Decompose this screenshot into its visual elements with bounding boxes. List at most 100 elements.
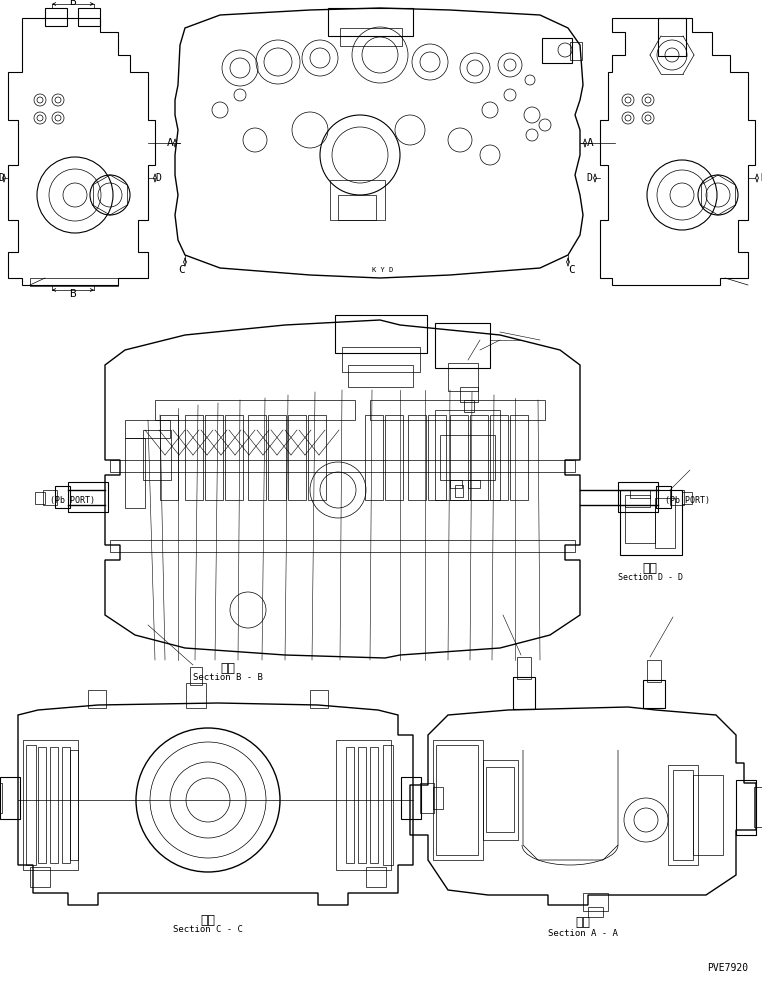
Bar [620, 490, 682, 555]
Bar [643, 680, 665, 708]
Bar [670, 490, 684, 505]
Bar [78, 8, 100, 26]
Bar [542, 38, 572, 63]
Bar [330, 180, 385, 220]
Bar [23, 740, 78, 870]
Bar [38, 747, 46, 863]
Bar [35, 492, 45, 504]
Text: D: D [0, 173, 4, 183]
Bar [673, 770, 693, 860]
Bar [450, 480, 462, 488]
Bar [460, 387, 478, 402]
Bar [328, 8, 413, 36]
Bar [30, 278, 118, 286]
Bar [435, 323, 490, 368]
Bar [668, 765, 698, 865]
Text: D: D [586, 173, 592, 183]
Bar [470, 415, 488, 500]
Bar [185, 415, 203, 500]
Bar [335, 315, 427, 353]
Bar [346, 747, 354, 863]
Bar [510, 415, 528, 500]
Bar [383, 745, 393, 865]
Text: 断面: 断面 [642, 562, 658, 574]
Bar [455, 485, 463, 497]
Bar [625, 505, 655, 543]
Text: PVE7920: PVE7920 [707, 963, 748, 973]
Bar [385, 415, 403, 500]
Text: 断面: 断面 [200, 913, 216, 926]
Bar [517, 657, 531, 679]
Bar [358, 747, 366, 863]
Bar [68, 482, 108, 512]
Bar [682, 492, 692, 504]
Bar [483, 760, 518, 840]
Bar [70, 750, 78, 860]
Bar [342, 347, 420, 372]
Bar [433, 787, 443, 809]
Text: B: B [69, 0, 76, 7]
Bar [308, 415, 326, 500]
Bar [310, 690, 328, 708]
Text: K Y D: K Y D [373, 267, 394, 273]
Bar [160, 415, 178, 500]
Bar [490, 415, 508, 500]
Bar [630, 490, 650, 498]
Bar [401, 777, 421, 819]
Bar [464, 400, 474, 412]
Text: C: C [178, 265, 185, 275]
Bar [736, 780, 756, 835]
Bar [486, 767, 514, 832]
Bar [0, 783, 2, 813]
Text: Section B - B: Section B - B [193, 674, 263, 682]
Bar [448, 363, 478, 391]
Bar [588, 907, 603, 917]
Bar [468, 480, 480, 488]
Bar [110, 460, 575, 472]
Text: A: A [167, 138, 174, 148]
Bar [570, 42, 582, 60]
Text: D: D [760, 173, 762, 183]
Bar [55, 486, 70, 508]
Bar [45, 8, 67, 26]
Bar [186, 683, 206, 708]
Bar [435, 410, 500, 500]
Bar [370, 747, 378, 863]
Bar [62, 747, 70, 863]
Text: D: D [155, 173, 161, 183]
Bar [288, 415, 306, 500]
Bar [50, 747, 58, 863]
Text: Section D - D: Section D - D [617, 573, 683, 582]
Bar [248, 415, 266, 500]
Bar [338, 195, 376, 220]
Bar [625, 495, 650, 507]
Bar [583, 893, 608, 911]
Bar [340, 28, 402, 46]
Text: B: B [69, 289, 76, 299]
Text: (Pb PORT): (Pb PORT) [50, 496, 95, 505]
Bar [693, 775, 723, 855]
Bar [450, 415, 468, 500]
Bar [420, 783, 434, 813]
Bar [125, 438, 145, 508]
Bar [225, 415, 243, 500]
Bar [336, 740, 391, 870]
Bar [268, 415, 286, 500]
Text: C: C [568, 265, 575, 275]
Bar [205, 415, 223, 500]
Bar [656, 486, 671, 508]
Text: 断面: 断面 [220, 662, 235, 675]
Bar [30, 867, 50, 887]
Bar [408, 415, 426, 500]
Bar [26, 745, 36, 865]
Bar [440, 435, 495, 480]
Bar [155, 400, 355, 420]
Bar [43, 490, 57, 505]
Bar [125, 420, 170, 438]
Text: Section C - C: Section C - C [173, 925, 243, 935]
Bar [618, 482, 658, 512]
Bar [88, 690, 106, 708]
Bar [110, 540, 575, 552]
Text: A: A [587, 138, 594, 148]
Bar [433, 740, 483, 860]
